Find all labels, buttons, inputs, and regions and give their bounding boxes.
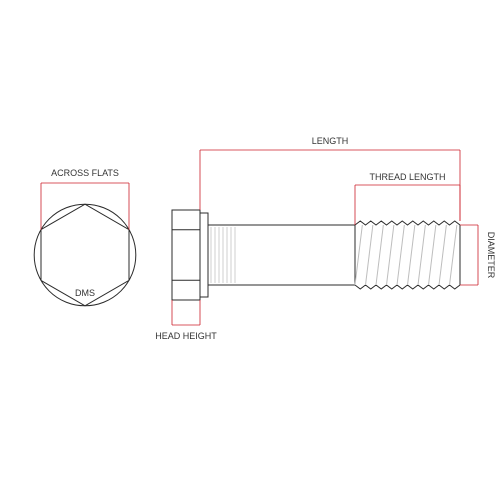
label-diameter: DIAMETER	[486, 232, 496, 279]
label-dms: DMS	[75, 288, 95, 298]
label-length: LENGTH	[312, 136, 349, 146]
thread-crest-bottom	[355, 285, 460, 289]
bolt-flange	[200, 213, 208, 297]
bolt-head-side	[172, 210, 200, 300]
label-thread-length: THREAD LENGTH	[369, 172, 445, 182]
label-across-flats: ACROSS FLATS	[51, 168, 119, 178]
label-head-height: HEAD HEIGHT	[155, 331, 217, 341]
thread-crest-top	[355, 221, 460, 225]
